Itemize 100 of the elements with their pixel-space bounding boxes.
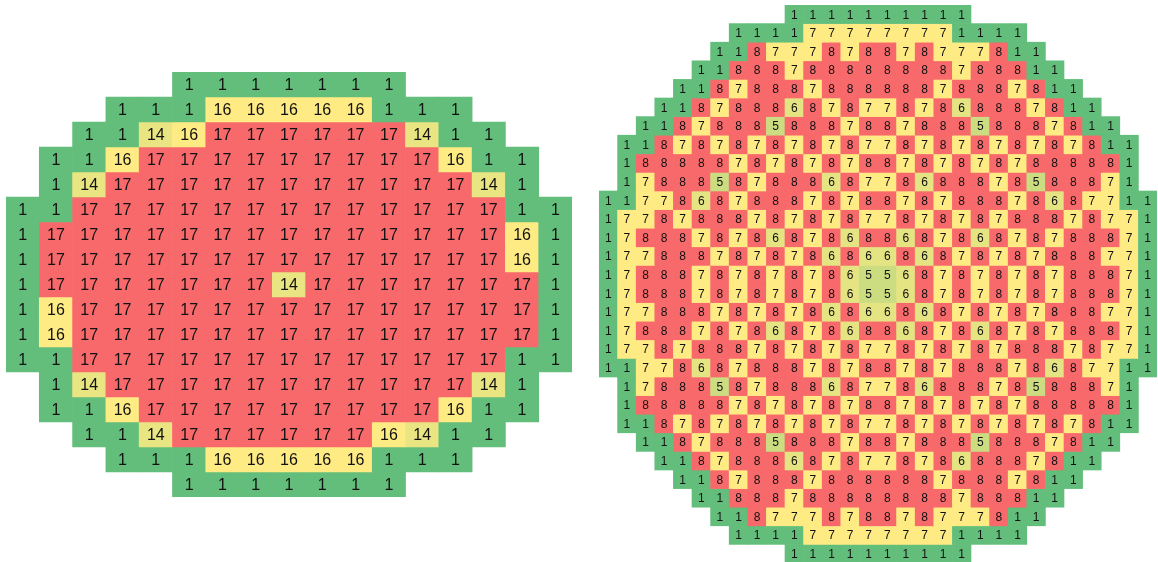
data-label: 7: [1032, 100, 1040, 115]
data-label: 8: [679, 305, 687, 320]
data-label: 8: [1014, 137, 1022, 152]
data-label: 17: [313, 400, 332, 418]
data-label: 8: [1051, 454, 1059, 469]
data-label: 7: [846, 361, 854, 376]
data-label: 7: [1014, 286, 1022, 301]
data-label: 8: [1107, 156, 1115, 171]
data-label: 8: [716, 119, 724, 134]
data-label: 7: [809, 323, 817, 338]
data-label: 7: [735, 193, 743, 208]
data-label: 1: [660, 435, 668, 450]
data-label: 8: [679, 119, 687, 134]
data-label: 1: [1144, 268, 1152, 283]
data-label: 8: [995, 361, 1003, 376]
data-label: 1: [451, 425, 461, 443]
data-label: 7: [846, 119, 854, 134]
data-label: 8: [1088, 286, 1096, 301]
data-label: 8: [902, 63, 910, 78]
data-label: 1: [84, 125, 94, 143]
data-label: 7: [1125, 323, 1133, 338]
data-label: 17: [213, 400, 232, 418]
data-label: 7: [995, 137, 1003, 152]
data-label: 7: [976, 286, 984, 301]
data-label: 16: [113, 400, 132, 418]
data-label: 7: [902, 44, 910, 59]
data-label: 1: [550, 250, 560, 268]
data-label: 7: [1051, 119, 1059, 134]
data-label: 17: [180, 225, 199, 243]
data-label: 8: [772, 249, 780, 264]
data-label: 7: [753, 416, 761, 431]
data-label: 17: [346, 150, 365, 168]
data-label: 1: [604, 361, 612, 376]
data-label: 17: [280, 250, 298, 268]
data-label: 8: [716, 323, 724, 338]
data-label: 8: [976, 491, 984, 506]
data-label: 1: [18, 275, 28, 293]
data-label: 8: [1051, 342, 1059, 357]
data-label: 8: [828, 268, 836, 283]
data-label: 14: [280, 275, 298, 293]
data-label: 1: [51, 175, 61, 193]
data-label: 8: [716, 361, 724, 376]
data-label: 7: [753, 305, 761, 320]
data-label: 7: [958, 249, 966, 264]
data-label: 8: [846, 137, 854, 152]
data-label: 8: [976, 175, 984, 190]
data-label: 7: [697, 286, 705, 301]
data-label: 17: [180, 425, 199, 443]
data-label: 7: [958, 416, 966, 431]
data-label: 1: [697, 63, 705, 78]
data-label: 8: [735, 137, 743, 152]
data-label: 1: [939, 7, 947, 22]
data-label: 17: [280, 225, 298, 243]
data-label: 1: [217, 475, 227, 493]
data-label: 7: [753, 249, 761, 264]
data-label: 6: [846, 323, 854, 338]
data-label: 1: [84, 425, 94, 443]
data-label: 7: [1125, 249, 1133, 264]
data-label: 17: [113, 350, 132, 368]
data-label: 6: [902, 286, 910, 301]
data-label: 7: [716, 454, 724, 469]
data-label: 8: [1069, 361, 1077, 376]
data-label: 1: [604, 230, 612, 245]
data-label: 7: [679, 212, 687, 227]
data-label: 8: [735, 454, 743, 469]
data-label: 17: [513, 300, 532, 318]
data-label: 1: [451, 125, 461, 143]
data-label: 8: [642, 156, 650, 171]
data-label: 17: [313, 375, 332, 393]
data-label: 8: [939, 212, 947, 227]
data-label: 17: [346, 350, 365, 368]
data-label: 8: [939, 416, 947, 431]
data-label: 1: [384, 450, 394, 468]
data-label: 6: [883, 249, 891, 264]
data-label: 8: [1014, 249, 1022, 264]
data-label: 8: [679, 249, 687, 264]
data-label: 8: [1032, 472, 1040, 487]
data-label: 7: [772, 286, 780, 301]
data-label: 7: [1051, 435, 1059, 450]
data-label: 8: [790, 119, 798, 134]
data-label: 1: [184, 75, 194, 93]
data-label: 8: [1032, 156, 1040, 171]
data-label: 7: [642, 379, 650, 394]
data-label: 8: [958, 286, 966, 301]
data-label: 7: [828, 137, 836, 152]
data-label: 1: [51, 375, 61, 393]
data-label: 17: [346, 200, 365, 218]
data-label: 7: [1069, 342, 1077, 357]
data-label: 1: [697, 491, 705, 506]
data-label: 7: [958, 63, 966, 78]
data-label: 1: [679, 472, 687, 487]
data-label: 8: [679, 175, 687, 190]
data-label: 7: [846, 26, 854, 41]
data-label: 7: [865, 100, 873, 115]
data-label: 17: [313, 250, 332, 268]
data-label: 1: [604, 286, 612, 301]
data-label: 8: [958, 156, 966, 171]
data-label: 7: [976, 268, 984, 283]
data-label: 8: [976, 454, 984, 469]
data-label: 7: [976, 156, 984, 171]
